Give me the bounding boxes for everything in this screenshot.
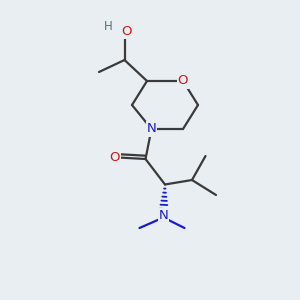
Text: O: O [178,74,188,88]
Text: O: O [121,25,131,38]
Text: O: O [110,151,120,164]
Text: N: N [147,122,156,136]
Text: N: N [159,209,168,222]
Text: H: H [103,20,112,34]
